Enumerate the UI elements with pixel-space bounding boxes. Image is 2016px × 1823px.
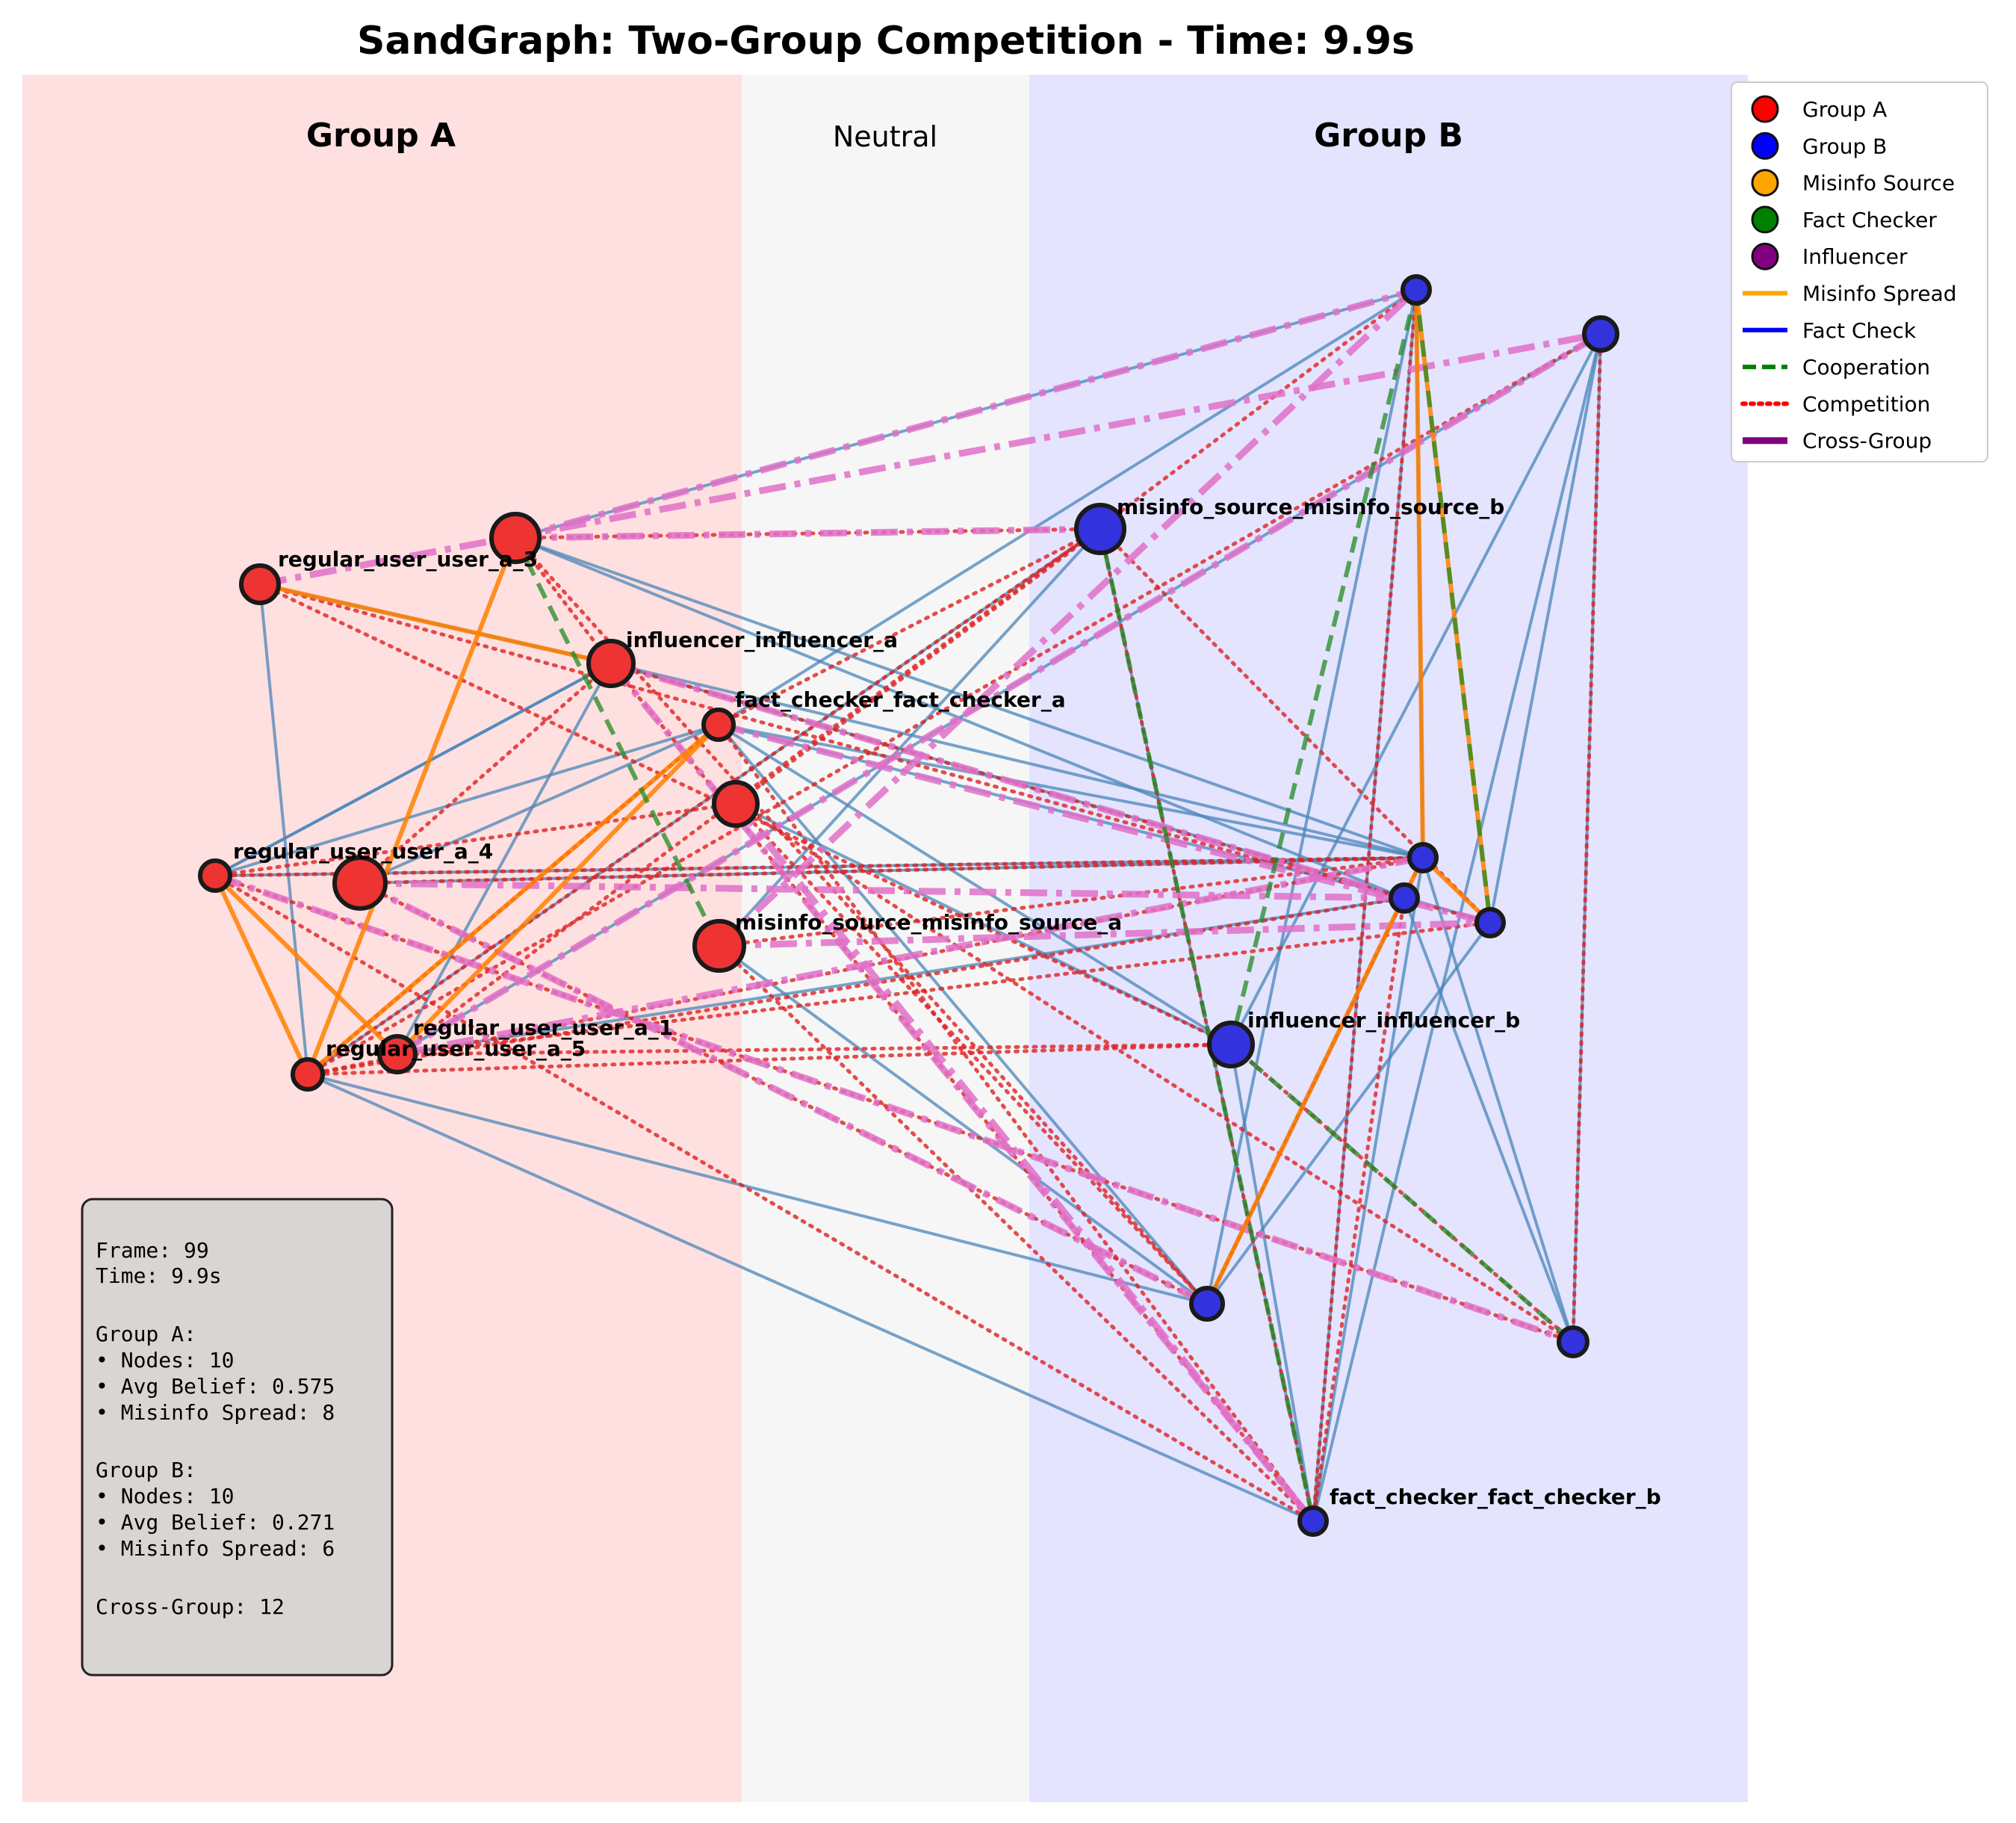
stats-group-a-belief: • Avg Belief: 0.575 [96, 1374, 335, 1399]
stats-time: Time: 9.9s [96, 1263, 222, 1288]
label-fact-checker-a: fact_checker_fact_checker_a [735, 687, 1066, 712]
stats-cross-group: Cross-Group: 12 [96, 1594, 285, 1619]
stats-group-a-misinfo: • Misinfo Spread: 8 [96, 1400, 335, 1425]
stats-group-b-header: Group B: [96, 1458, 196, 1482]
stats-box: Frame: 99 Time: 9.9s Group A: • Nodes: 1… [82, 1199, 392, 1675]
legend-label: Group A [1802, 97, 1887, 122]
label-influencer-a: influencer_influencer_a [626, 628, 898, 652]
stats-group-a-header: Group A: [96, 1322, 196, 1346]
node-b1 [1409, 844, 1436, 871]
label-misinfo-a: misinfo_source_misinfo_source_a [735, 910, 1122, 935]
legend-label: Fact Check [1802, 318, 1917, 343]
legend-label: Misinfo Source [1802, 171, 1955, 196]
legend-label: Cross-Group [1802, 429, 1932, 454]
node-a5 [293, 1059, 323, 1089]
node-ib [1209, 1023, 1253, 1066]
node-b4 [1191, 1288, 1223, 1319]
group-a-title: Group A [306, 117, 456, 155]
legend-label: Influencer [1802, 244, 1908, 269]
legend-icon [1752, 207, 1778, 232]
label-user-a-5: regular_user_user_a_5 [326, 1036, 586, 1061]
legend-item: Group A [1752, 96, 1887, 122]
legend-icon [1752, 244, 1778, 269]
legend-item: Group B [1752, 133, 1887, 158]
stats-group-b-misinfo: • Misinfo Spread: 6 [96, 1536, 335, 1561]
node-a4 [200, 861, 230, 891]
legend: Group A Group B Misinfo Source Fact Checker… [1731, 82, 1988, 462]
label-influencer-b: influencer_influencer_b [1247, 1008, 1520, 1033]
label-fact-checker-b: fact_checker_fact_checker_b [1330, 1485, 1661, 1509]
node-bt [1403, 276, 1430, 303]
node-b3 [1477, 909, 1504, 936]
group-b-title: Group B [1314, 117, 1463, 155]
neutral-title: Neutral [833, 120, 937, 153]
node-b5 [1559, 1328, 1587, 1356]
stats-frame: Frame: 99 [96, 1238, 209, 1263]
stats-group-b-nodes: • Nodes: 10 [96, 1484, 234, 1508]
legend-icon [1752, 170, 1778, 196]
figure-title: SandGraph: Two-Group Competition - Time:… [357, 19, 1415, 64]
legend-label: Fact Checker [1802, 208, 1937, 232]
legend-label: Competition [1802, 391, 1930, 416]
node-ma2 [714, 782, 757, 826]
stats-group-a-nodes: • Nodes: 10 [96, 1348, 234, 1372]
label-user-a-4: regular_user_user_a_4 [233, 839, 493, 864]
legend-icon [1752, 133, 1778, 158]
node-fca [704, 710, 733, 740]
stats-group-b-belief: • Avg Belief: 0.271 [96, 1510, 335, 1535]
legend-label: Group B [1802, 134, 1887, 158]
label-user-a-3: regular_user_user_a_3 [278, 547, 538, 572]
legend-label: Misinfo Spread [1802, 282, 1957, 306]
legend-label: Cooperation [1802, 355, 1930, 380]
node-ua [241, 566, 279, 603]
legend-icon [1752, 96, 1778, 122]
node-btr [1584, 318, 1617, 350]
node-a4b [335, 858, 385, 909]
node-b2 [1391, 885, 1418, 912]
node-fcb [1300, 1508, 1327, 1535]
label-misinfo-b: misinfo_source_misinfo_source_b [1117, 495, 1504, 519]
